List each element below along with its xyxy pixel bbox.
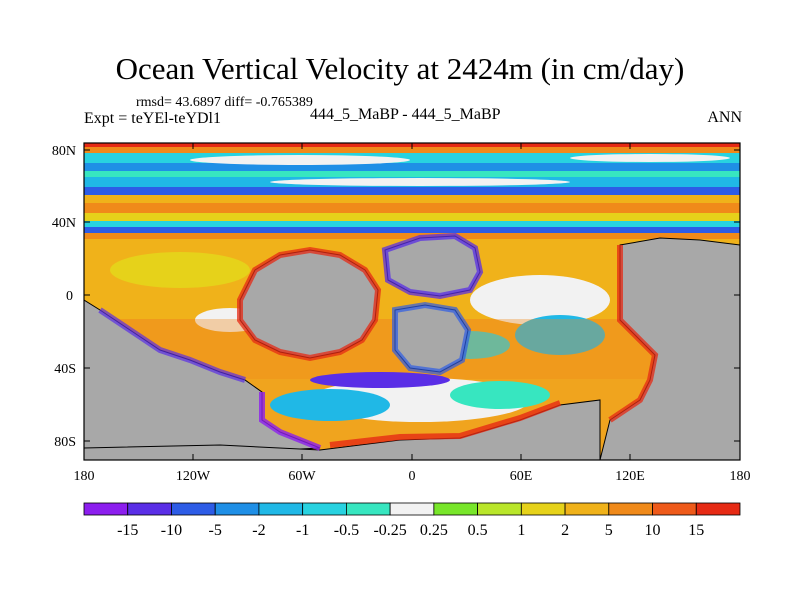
- colorbar-label: -1: [296, 522, 309, 539]
- colorbar: -15 -10 -5 -2 -1 -0.5 -0.25 0.25 0.5 1 2 5 10 15: [83, 502, 741, 539]
- y-label-40s: 40S: [54, 362, 76, 377]
- colorbar-box: [564, 502, 610, 516]
- y-label-0: 0: [66, 289, 73, 304]
- colorbar-box: [608, 502, 653, 516]
- colorbar-label: -0.5: [334, 522, 359, 539]
- y-label-40n: 40N: [52, 216, 76, 231]
- colorbar-box: [83, 502, 129, 516]
- x-label-120w: 120W: [176, 469, 211, 484]
- colorbar-box: [302, 502, 347, 516]
- x-label-180e: 180: [730, 469, 751, 484]
- x-label-60e: 60E: [510, 469, 533, 484]
- colorbar-box: [171, 502, 216, 516]
- case-label: 444_5_MaBP - 444_5_MaBP: [310, 106, 501, 123]
- colorbar-label: 0.5: [468, 522, 488, 539]
- y-axis-labels: 80N 40N 0 40S 80S: [52, 144, 76, 450]
- plot-title: Ocean Vertical Velocity at 2424m (in cm/…: [115, 51, 685, 86]
- colorbar-label: -15: [117, 522, 138, 539]
- y-label-80s: 80S: [54, 435, 76, 450]
- x-axis-labels: 180 120W 60W 0 60E 120E 180: [74, 469, 751, 484]
- colorbar-box: [695, 502, 741, 516]
- colorbar-label: -0.25: [373, 522, 406, 539]
- northern-bands: [84, 143, 740, 239]
- colorbar-label: 5: [605, 522, 613, 539]
- colorbar-box: [520, 502, 566, 516]
- colorbar-label: 10: [645, 522, 661, 539]
- colorbar-box: [345, 502, 391, 516]
- y-label-80n: 80N: [52, 144, 76, 159]
- colorbar-label: -10: [161, 522, 182, 539]
- x-label-0: 0: [409, 469, 416, 484]
- x-label-120e: 120E: [615, 469, 645, 484]
- colorbar-box: [433, 502, 478, 516]
- x-label-180w: 180: [74, 469, 95, 484]
- coastal-bands: [98, 232, 659, 451]
- colorbar-box: [477, 502, 522, 516]
- colorbar-box: [652, 502, 697, 516]
- colorbar-label: 0.25: [420, 522, 448, 539]
- colorbar-label: 2: [561, 522, 569, 539]
- colorbar-label: -5: [209, 522, 222, 539]
- experiment-label: Expt = teYEl-teYDl1: [84, 110, 221, 127]
- colorbar-label: 15: [688, 522, 704, 539]
- colorbar-box: [127, 502, 172, 516]
- colorbar-label: 1: [517, 522, 525, 539]
- season-label: ANN: [707, 109, 742, 126]
- x-label-60w: 60W: [288, 469, 316, 484]
- colorbar-label: -2: [252, 522, 265, 539]
- colorbar-box: [389, 502, 435, 516]
- colorbar-box: [258, 502, 304, 516]
- map-panel: [84, 143, 740, 460]
- axis-ticks: [83, 143, 741, 460]
- stats-text: rmsd= 43.6897 diff= -0.765389: [136, 95, 313, 110]
- colorbar-box: [214, 502, 260, 516]
